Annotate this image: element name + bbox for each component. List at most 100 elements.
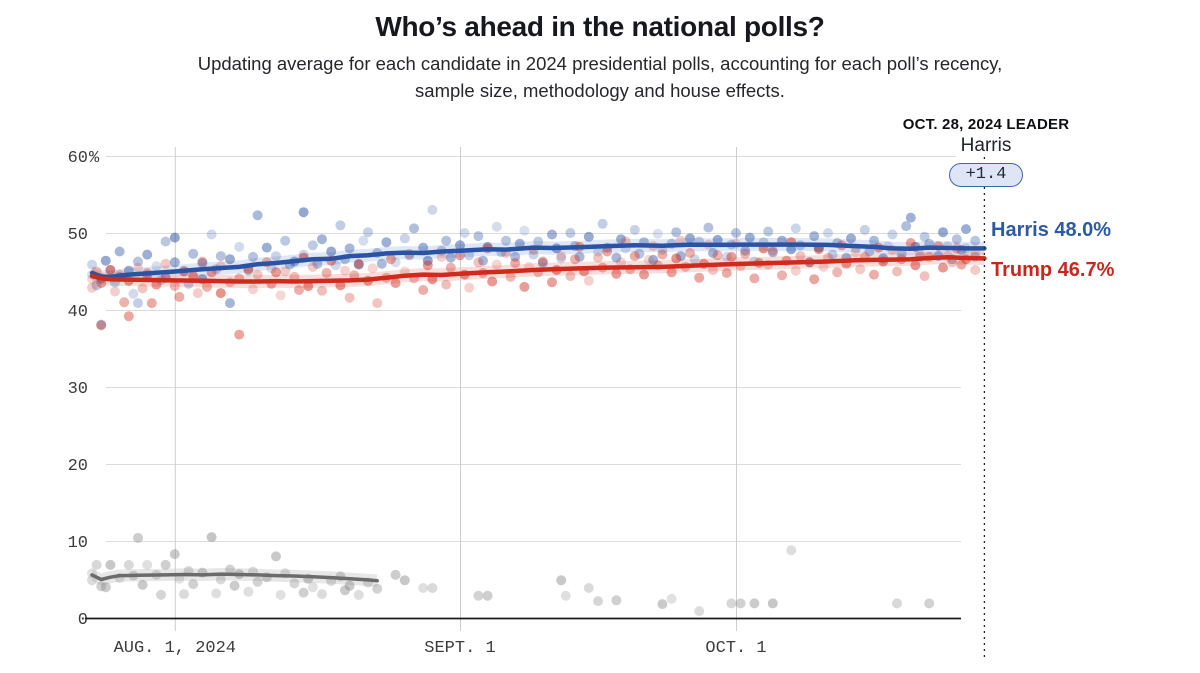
- harris-poll-dot: [740, 245, 751, 256]
- harris-poll-dot: [330, 260, 341, 271]
- trump-poll-dot: [441, 279, 452, 290]
- harris-poll-dot: [197, 258, 208, 268]
- other-poll-dot: [317, 589, 327, 600]
- trump-poll-dot: [137, 283, 148, 294]
- harris-poll-dot: [206, 229, 217, 240]
- harris-poll-dot: [556, 253, 567, 264]
- other-poll-dot: [243, 586, 254, 597]
- trump-poll-dot: [602, 246, 613, 257]
- trump-poll-dot: [565, 271, 576, 282]
- other-poll-dot: [211, 588, 222, 599]
- harris-poll-dot: [473, 231, 484, 242]
- other-poll-dot: [749, 598, 760, 609]
- trump-poll-dot: [570, 254, 580, 265]
- other-poll-dot: [353, 589, 364, 600]
- trump-poll-dot: [556, 251, 567, 262]
- harris-poll-dot: [708, 248, 718, 258]
- trump-poll-dot: [643, 254, 654, 265]
- trump-poll-dot: [436, 251, 447, 262]
- trump-poll-dot: [344, 292, 355, 303]
- harris-poll-dot: [859, 224, 870, 235]
- harris-poll-dot: [961, 224, 971, 235]
- trump-end-label: Trump 46.7%: [991, 259, 1115, 281]
- harris-poll-dot: [491, 221, 502, 232]
- harris-poll-dot: [547, 229, 557, 240]
- harris-poll-dot: [721, 251, 732, 262]
- harris-poll-dot: [445, 252, 456, 263]
- trump-poll-dot: [629, 251, 640, 262]
- harris-poll-dot: [537, 258, 548, 268]
- harris-poll-dot: [565, 228, 576, 238]
- trump-poll-dot: [832, 267, 843, 278]
- harris-poll-dot: [363, 227, 373, 238]
- harris-poll-dot: [652, 228, 663, 239]
- trump-poll-dot: [105, 265, 116, 275]
- harris-poll-dot: [298, 249, 309, 260]
- other-poll-dot: [229, 580, 240, 591]
- harris-poll-dot: [317, 234, 327, 245]
- harris-poll-dot: [133, 256, 143, 267]
- other-poll-dot: [123, 559, 134, 570]
- harris-poll-dot: [938, 227, 948, 238]
- y-tick-label: 60: [68, 149, 88, 168]
- harris-poll-dot: [744, 232, 755, 243]
- trump-poll-dot: [767, 245, 778, 256]
- trump-poll-dot: [708, 265, 718, 275]
- other-poll-dot: [611, 595, 622, 606]
- harris-poll-dot: [689, 254, 700, 265]
- harris-poll-dot: [441, 235, 452, 246]
- other-trend-line: [90, 572, 379, 583]
- other-poll-dot: [271, 551, 281, 562]
- other-poll-dot: [91, 559, 102, 570]
- trump-poll-dot: [390, 278, 401, 289]
- harris-poll-dot: [790, 223, 801, 234]
- trump-poll-dot: [809, 274, 820, 285]
- other-poll-dot: [560, 590, 571, 601]
- harris-poll-dot: [169, 257, 180, 268]
- other-poll-dot: [372, 583, 383, 594]
- other-poll-dot: [427, 583, 438, 593]
- y-tick-label: 20: [68, 457, 88, 476]
- trump-poll-dot: [464, 282, 475, 293]
- y-tick-label: 50: [68, 226, 88, 245]
- other-poll-dot: [399, 575, 410, 586]
- page-title: Who’s ahead in the national polls?: [375, 11, 825, 42]
- trump-poll-dot: [234, 329, 245, 340]
- trump-poll-dot: [919, 271, 930, 282]
- trump-poll-dot: [519, 281, 530, 292]
- harris-poll-dot: [261, 242, 272, 253]
- trump-poll-dot: [721, 268, 732, 278]
- other-poll-dot: [344, 580, 355, 591]
- harris-poll-dot: [809, 231, 820, 242]
- trump-poll-dot: [593, 252, 603, 263]
- trump-poll-dot: [307, 261, 318, 272]
- trump-poll-dot: [386, 254, 396, 265]
- trump-poll-dot: [367, 263, 378, 274]
- harris-poll-dot: [459, 228, 470, 238]
- other-poll-dot: [593, 596, 603, 607]
- trump-poll-dot: [110, 286, 120, 297]
- harris-poll-dot: [869, 235, 879, 246]
- trump-poll-dot: [818, 261, 829, 272]
- harris-poll-dot: [634, 248, 645, 259]
- other-poll-dot: [100, 582, 111, 593]
- harris-poll-dot: [142, 249, 153, 260]
- other-poll-dot: [892, 598, 902, 609]
- chart-subtitle: Updating average for each candidate in 2…: [110, 50, 1090, 104]
- other-poll-dot: [482, 590, 493, 601]
- trump-poll-dot: [197, 256, 208, 267]
- x-tick-label: SEPT. 1: [424, 639, 495, 658]
- trump-poll-dot: [657, 249, 668, 260]
- harris-poll-dot: [225, 254, 235, 265]
- other-poll-dot: [137, 579, 148, 590]
- harris-poll-dot: [597, 218, 608, 229]
- harris-poll-dot: [763, 226, 774, 237]
- harris-poll-dot: [381, 237, 392, 248]
- other-poll-dot: [133, 532, 143, 543]
- trump-poll-dot: [938, 262, 948, 273]
- other-poll-dot: [215, 574, 226, 585]
- harris-poll-dot: [533, 236, 544, 247]
- trump-poll-dot: [445, 262, 456, 273]
- trump-poll-dot: [96, 320, 107, 331]
